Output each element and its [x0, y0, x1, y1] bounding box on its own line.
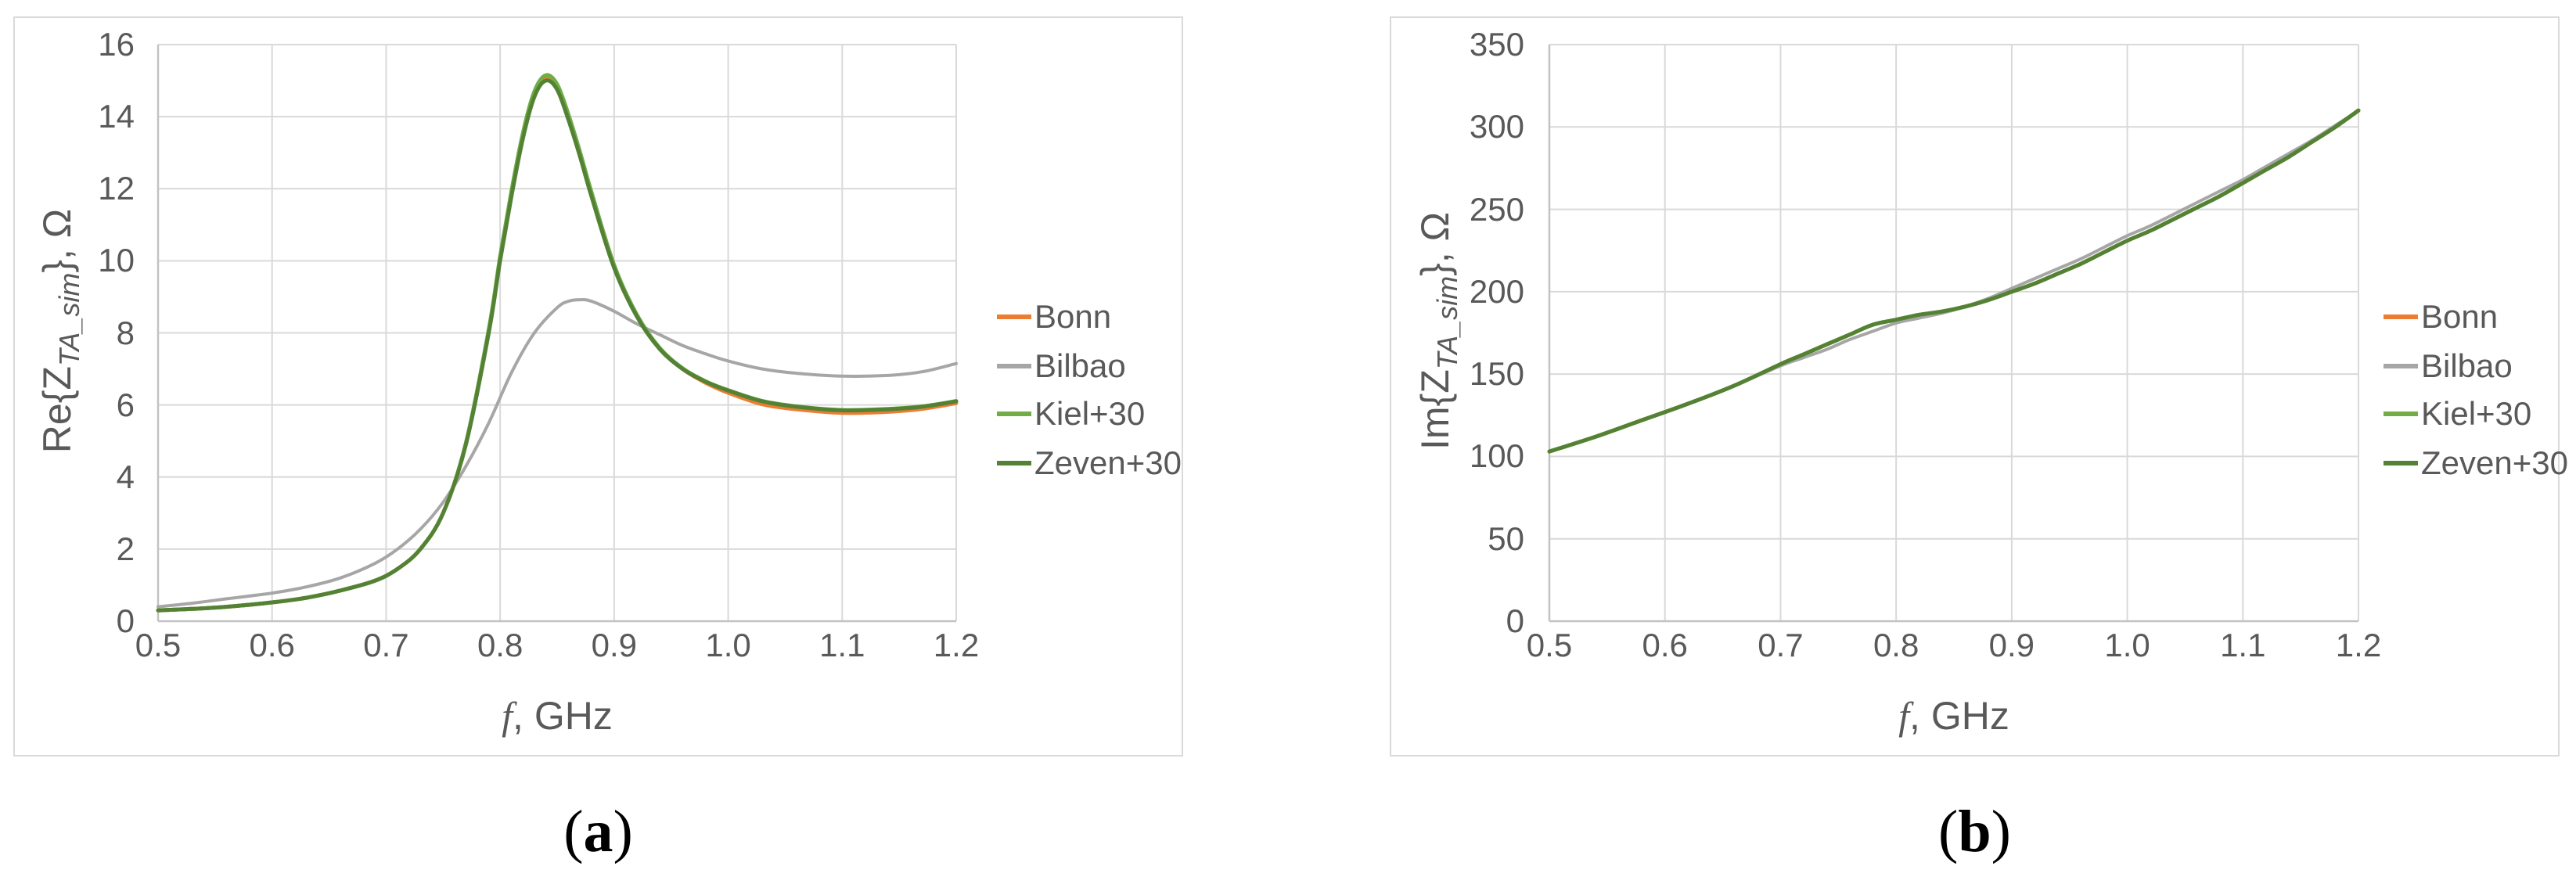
x-tick-label: 0.8: [1873, 627, 1919, 663]
x-tick-label: 1.1: [819, 627, 865, 663]
caption-b-open-paren: (: [1938, 799, 1959, 864]
legend-label-kiel-30: Kiel+30: [1034, 395, 1146, 432]
legend-swatch-zeven-30: [2384, 461, 2418, 465]
axes: [1548, 45, 2358, 623]
plot-area-a: [156, 44, 959, 623]
x-tick-label: 0.9: [591, 627, 638, 663]
legend-swatch-zeven-30: [997, 461, 1031, 465]
legend-swatch-bilbao: [2384, 364, 2418, 368]
y-tick-label: 200: [1469, 272, 1524, 310]
y-tick-label: 12: [98, 170, 135, 207]
x-tick-label: 0.7: [1758, 627, 1804, 663]
x-axis-title-b-unit: , GHz: [1909, 694, 2009, 738]
series-line-bilbao: [1548, 109, 2360, 454]
legend-swatch-bonn: [997, 314, 1031, 319]
y-tick-label: 4: [116, 458, 135, 495]
legend-label-bonn: Bonn: [2421, 298, 2499, 335]
series-line-zeven-30: [1547, 108, 2361, 454]
x-tick-label: 0.5: [135, 627, 182, 663]
caption-b-close-paren: ): [1991, 799, 2011, 864]
legend-label-kiel-30: Kiel+30: [2421, 395, 2532, 432]
y-tick-label: 0: [1506, 602, 1524, 639]
chart-panel-b: Im{ZTA_sim}, Ω f, GHz 0 50 100 150 200 250 300…: [1390, 16, 2568, 757]
y-tick-label: 150: [1469, 355, 1524, 393]
x-tick-label: 1.0: [705, 627, 751, 663]
y-tick-label: 350: [1469, 26, 1524, 63]
x-tick-label: 0.6: [249, 627, 295, 663]
chart-panel-a: Re{ZTA_sim}, Ω f, GHz 0 2 4 6 8 10 12 14 16 0.5 0.…: [13, 16, 1183, 757]
legend-label-bonn: Bonn: [1034, 298, 1112, 335]
y-tick-label: 100: [1469, 437, 1524, 475]
legend-swatch-bonn: [2384, 314, 2418, 319]
legend-label-zeven-30: Zeven+30: [1034, 444, 1182, 481]
legend-label-zeven-30: Zeven+30: [2421, 444, 2568, 481]
series-line-zeven-30: [156, 78, 959, 613]
plot-area-b: [1547, 44, 2361, 623]
y-tick-label: 6: [116, 386, 135, 423]
y-tick-label: 10: [98, 242, 135, 279]
caption-b: (b): [1390, 789, 2560, 875]
series-line-bonn: [156, 76, 959, 613]
legend-swatch-kiel-30: [997, 412, 1031, 416]
x-tick-label: 0.6: [1642, 627, 1688, 663]
series-line-bonn: [1547, 108, 2361, 454]
series-line-bilbao: [157, 298, 958, 609]
x-tick-label: 0.5: [1526, 627, 1573, 663]
y-tick-label: 8: [116, 314, 135, 351]
gridlines: [157, 44, 957, 622]
legend-label-bilbao: Bilbao: [2421, 347, 2513, 384]
y-tick-label: 250: [1469, 190, 1524, 228]
x-tick-label: 1.1: [2220, 627, 2266, 663]
caption-a-close-paren: ): [613, 799, 633, 864]
gridlines: [1549, 44, 2359, 622]
x-tick-label: 1.2: [933, 627, 980, 663]
y-tick-label: 50: [1488, 519, 1524, 557]
x-tick-label: 1.2: [2335, 627, 2382, 663]
x-tick-label: 0.8: [477, 627, 523, 663]
y-tick-label: 0: [116, 602, 135, 639]
x-tick-label: 1.0: [2104, 627, 2150, 663]
x-axis-title-b-symbol: f: [1898, 694, 1910, 738]
axes: [157, 45, 956, 623]
caption-a: (a): [13, 789, 1183, 875]
y-tick-label: 14: [98, 98, 135, 135]
y-tick-label: 2: [116, 530, 135, 567]
caption-a-letter: a: [583, 799, 613, 864]
legend-swatch-bilbao: [997, 364, 1031, 368]
caption-b-letter: b: [1958, 799, 1991, 864]
x-axis-title-a: f, GHz: [158, 689, 956, 742]
legend-label-bilbao: Bilbao: [1034, 347, 1126, 384]
y-tick-label: 300: [1469, 108, 1524, 146]
caption-a-open-paren: (: [563, 799, 584, 864]
series-line-kiel-30: [156, 73, 959, 613]
x-axis-title-a-unit: , GHz: [513, 694, 613, 738]
y-tick-label: 16: [98, 26, 135, 63]
x-tick-label: 0.7: [363, 627, 409, 663]
legend-swatch-kiel-30: [2384, 412, 2418, 416]
x-axis-title-a-symbol: f: [502, 694, 513, 738]
x-tick-label: 0.9: [1988, 627, 2035, 663]
x-axis-title-b: f, GHz: [1549, 689, 2358, 742]
series-line-kiel-30: [1547, 108, 2361, 454]
